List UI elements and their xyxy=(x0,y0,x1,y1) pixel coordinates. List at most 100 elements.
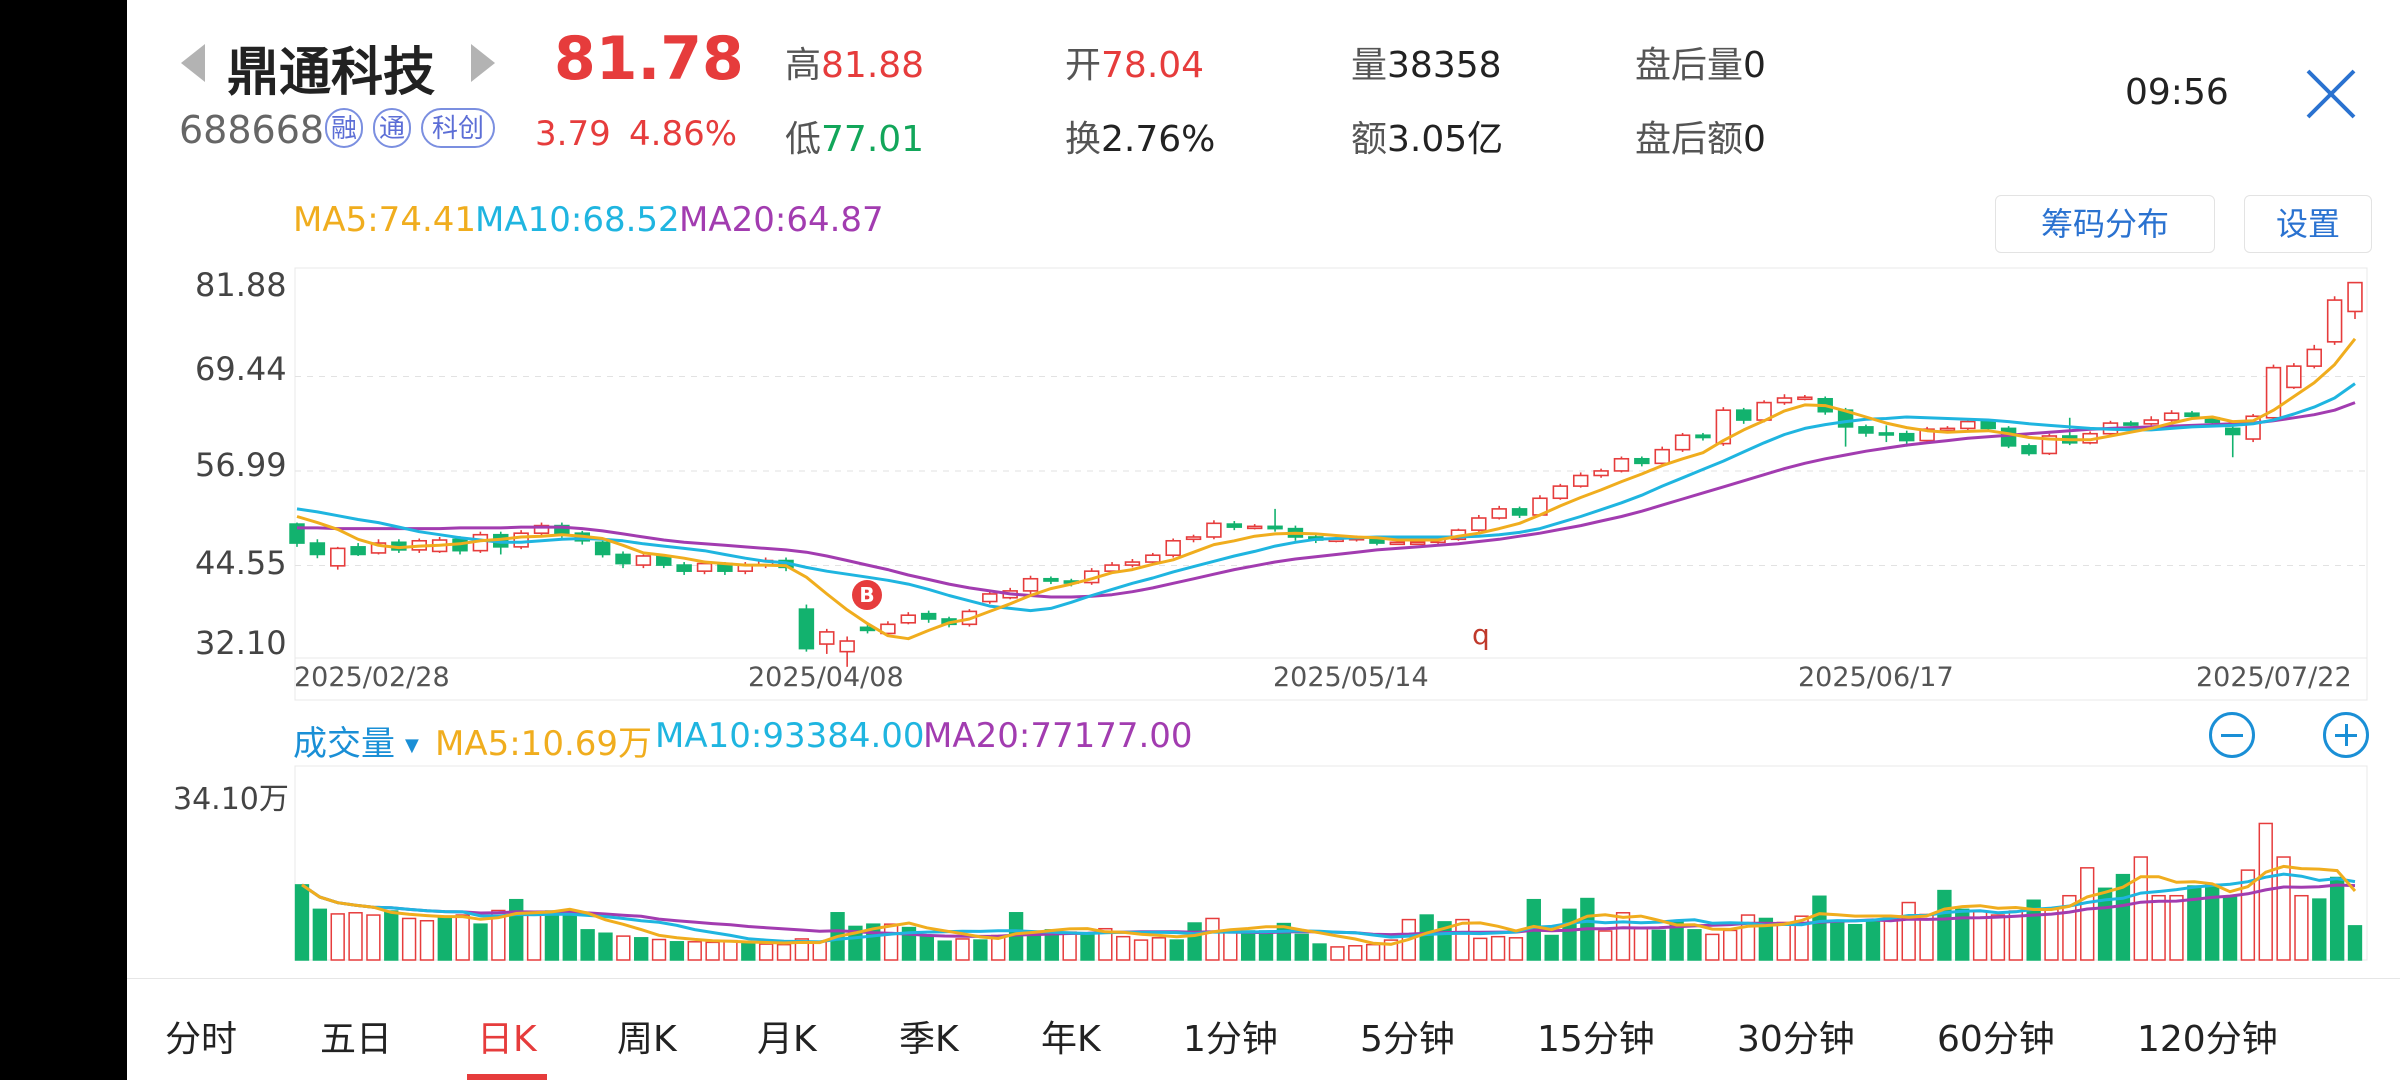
tab-monthly-k[interactable]: 月K xyxy=(757,1019,817,1060)
buy-marker[interactable]: B xyxy=(852,580,882,610)
candle-down xyxy=(1898,432,1915,442)
candle-up xyxy=(2306,348,2322,367)
stat-amount-value: 3.05亿 xyxy=(1387,119,1504,160)
volume-bar-up xyxy=(1133,939,1149,961)
candle-up xyxy=(1919,428,1935,442)
candle-down xyxy=(1226,523,1243,528)
stat-low-label: 低 xyxy=(785,119,822,160)
candle-up xyxy=(1471,517,1487,531)
volume-bar-down xyxy=(1955,908,1970,961)
volume-bar-down xyxy=(509,898,524,961)
volume-ma20-label: MA20:77177.00 xyxy=(923,716,1193,756)
candlestick-chart[interactable] xyxy=(127,0,2400,720)
volume-bar-up xyxy=(1794,915,1809,961)
candle-up xyxy=(1104,564,1120,572)
tab-daily-k[interactable]: 日K xyxy=(477,1019,537,1060)
volume-chart[interactable] xyxy=(127,760,2400,980)
volume-bar-down xyxy=(1937,889,1952,961)
tab-yearly-k[interactable]: 年K xyxy=(1041,1019,1101,1060)
candle-up xyxy=(900,614,917,624)
chip-distribution-button[interactable]: 筹码分布 xyxy=(1995,195,2215,253)
volume-bar-down xyxy=(598,932,613,961)
volume-indicator-selector[interactable]: 成交量 ▼ xyxy=(293,716,419,765)
stat-high: 高81.88 xyxy=(785,36,924,88)
volume-bar-down xyxy=(741,942,756,961)
candle-up xyxy=(819,631,835,645)
volume-bar-down xyxy=(1651,929,1666,961)
volume-bar-down xyxy=(2187,885,2202,961)
candle-up xyxy=(1022,577,1039,592)
price-frame xyxy=(294,267,2368,701)
candle-down xyxy=(2225,427,2241,436)
volume-ma10-label: MA10:93384.00 xyxy=(655,716,925,756)
volume-bar-down xyxy=(2329,876,2345,961)
candle-up xyxy=(1145,554,1161,563)
volume-bar-up xyxy=(1776,921,1791,961)
volume-bar-down xyxy=(1562,908,1577,961)
tab-intraday[interactable]: 分时 xyxy=(165,1019,238,1060)
volume-bar-up xyxy=(2276,856,2291,961)
volume-bar-down xyxy=(919,935,935,961)
stat-after-volume-label: 盘后量 xyxy=(1635,45,1744,86)
y-tick-4: 32.10 xyxy=(195,624,287,662)
volume-bar-up xyxy=(2151,894,2166,961)
tag-margin-badge: 融 xyxy=(325,108,363,148)
price-ma20-label: MA20:64.87 xyxy=(679,200,884,240)
close-icon[interactable] xyxy=(2305,68,2357,120)
volume-ma5-label: MA5:10.69万 xyxy=(435,724,653,764)
volume-bar-up xyxy=(723,939,738,961)
volume-bar-up xyxy=(366,914,381,961)
candle-up xyxy=(1246,525,1263,530)
candle-down xyxy=(798,608,815,650)
zoom-in-icon[interactable] xyxy=(2323,712,2369,758)
volume-bar-down xyxy=(973,939,988,961)
candle-down xyxy=(594,541,611,556)
y-tick-2: 56.99 xyxy=(195,446,287,484)
clock-time: 09:56 xyxy=(2125,72,2229,113)
candle-up xyxy=(1572,474,1589,487)
candle-up xyxy=(839,640,855,653)
volume-bar-down xyxy=(312,908,328,961)
volume-bar-up xyxy=(1615,912,1631,961)
volume-bar-down xyxy=(2312,898,2327,961)
volume-bar-up xyxy=(812,941,827,961)
app-screen: 鼎通科技 81.78 688668 融 通 科创 3.79 4.86% 高81.… xyxy=(127,0,2400,1080)
volume-bar-down xyxy=(1294,933,1309,961)
tab-five-day[interactable]: 五日 xyxy=(320,1019,393,1060)
prev-stock-arrow-icon[interactable] xyxy=(181,44,205,82)
tab-weekly-k[interactable]: 周K xyxy=(617,1019,677,1060)
x-date-4: 2025/07/22 xyxy=(2196,662,2352,693)
settings-button[interactable]: 设置 xyxy=(2244,195,2372,253)
tab-15min[interactable]: 15分钟 xyxy=(1537,1019,1655,1060)
volume-bar-down xyxy=(1687,929,1702,961)
volume-bar-up xyxy=(330,913,345,961)
candle-up xyxy=(1593,470,1609,477)
tab-1min[interactable]: 1分钟 xyxy=(1183,1019,1278,1060)
tab-quarterly-k[interactable]: 季K xyxy=(899,1019,959,1060)
volume-bar-up xyxy=(1883,915,1899,961)
candle-up xyxy=(1674,434,1691,451)
current-price: 81.78 xyxy=(554,24,744,94)
volume-bar-up xyxy=(1598,930,1613,961)
stock-name: 鼎通科技 xyxy=(227,43,436,103)
x-date-2: 2025/05/14 xyxy=(1273,662,1429,693)
candle-up xyxy=(1715,409,1732,445)
candle-up xyxy=(2286,365,2302,389)
stat-high-value: 81.88 xyxy=(821,45,925,86)
volume-bar-down xyxy=(2222,896,2238,961)
candle-up xyxy=(1939,427,1956,432)
volume-bar-down xyxy=(1865,921,1881,961)
volume-bar-up xyxy=(1223,929,1238,961)
next-stock-arrow-icon[interactable] xyxy=(471,44,495,82)
tab-5min[interactable]: 5分钟 xyxy=(1360,1019,1455,1060)
volume-bar-down xyxy=(437,917,452,961)
candle-up xyxy=(1165,539,1181,557)
tab-30min[interactable]: 30分钟 xyxy=(1737,1019,1855,1060)
volume-bar-up xyxy=(794,938,810,961)
stat-low-value: 77.01 xyxy=(821,119,925,160)
volume-bar-down xyxy=(1080,933,1095,961)
zoom-out-icon[interactable] xyxy=(2209,712,2255,758)
tab-60min[interactable]: 60分钟 xyxy=(1937,1019,2055,1060)
tab-120min[interactable]: 120分钟 xyxy=(2137,1019,2278,1060)
candle-down xyxy=(309,542,326,556)
